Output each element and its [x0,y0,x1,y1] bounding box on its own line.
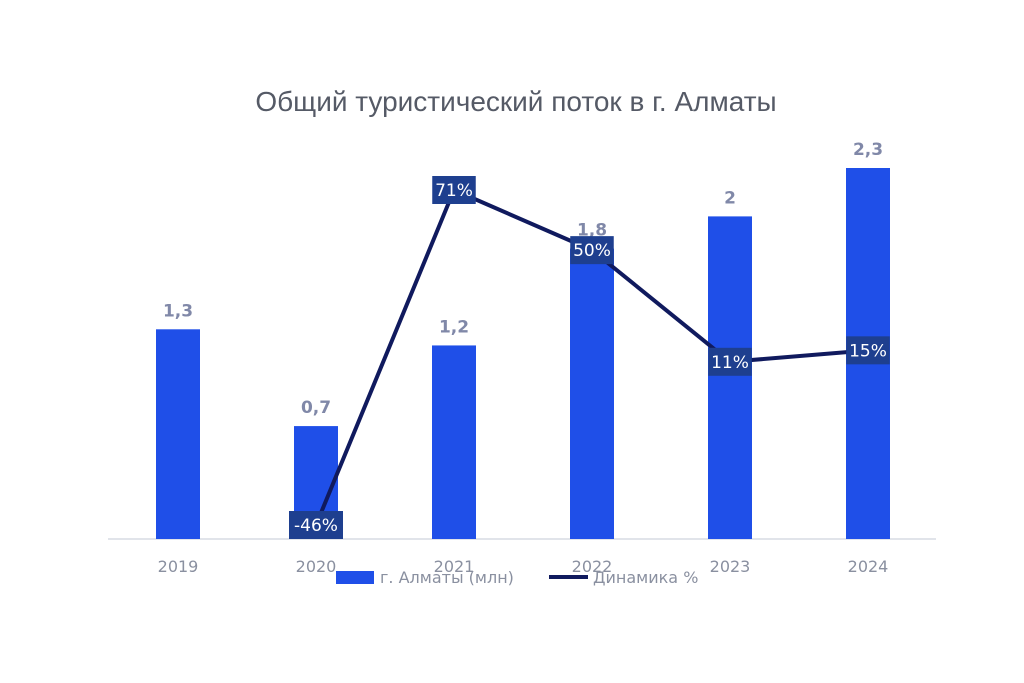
legend-label-line: Динамика % [593,568,698,587]
dynamics-label-box-2023 [708,347,752,376]
bar-2019 [156,329,200,539]
bar-value-label-2020: 0,7 [301,398,331,418]
bar-value-label-2022: 1,8 [577,221,607,241]
bar-labels-layer: 1,3 0,7 1,2 1,8 2 2,3 [163,140,883,418]
bar-2021 [432,345,476,539]
dynamics-label-box-2022 [570,236,614,265]
dynamics-label-2020: -46% [294,516,338,536]
bar-value-label-2019: 1,3 [163,301,193,321]
bar-value-label-2021: 1,2 [439,317,469,337]
dynamics-label-box-2021 [432,176,476,204]
dynamics-line-layer: -46% 71% 50% 11% 15% [289,176,890,539]
dynamics-label-box-2024 [846,336,890,365]
legend-swatch-bars [336,571,374,584]
dynamics-label-2024: 15% [849,341,887,361]
x-tick-2022: 2022 [572,557,613,576]
dynamics-label-2022: 50% [573,241,611,261]
bar-value-label-2024: 2,3 [853,140,883,160]
bars-layer [156,168,890,540]
x-tick-2023: 2023 [710,557,751,576]
legend-label-bars: г. Алматы (млн) [380,568,514,587]
chart-title: Общий туристический поток в г. Алматы [255,86,776,117]
bar-2022 [570,248,614,540]
dynamics-label-box-2020 [289,511,343,539]
dynamics-label-2023: 11% [711,353,749,373]
legend: г. Алматы (млн) Динамика % [336,568,698,587]
bar-2023 [708,216,752,540]
x-tick-2019: 2019 [158,557,199,576]
x-tick-2024: 2024 [848,557,889,576]
dynamics-label-2021: 71% [435,181,473,201]
bar-value-label-2023: 2 [724,188,736,208]
x-tick-2020: 2020 [296,557,337,576]
x-tick-labels: 2019 2020 2021 2022 2023 2024 [158,557,889,576]
x-tick-2021: 2021 [434,557,475,576]
